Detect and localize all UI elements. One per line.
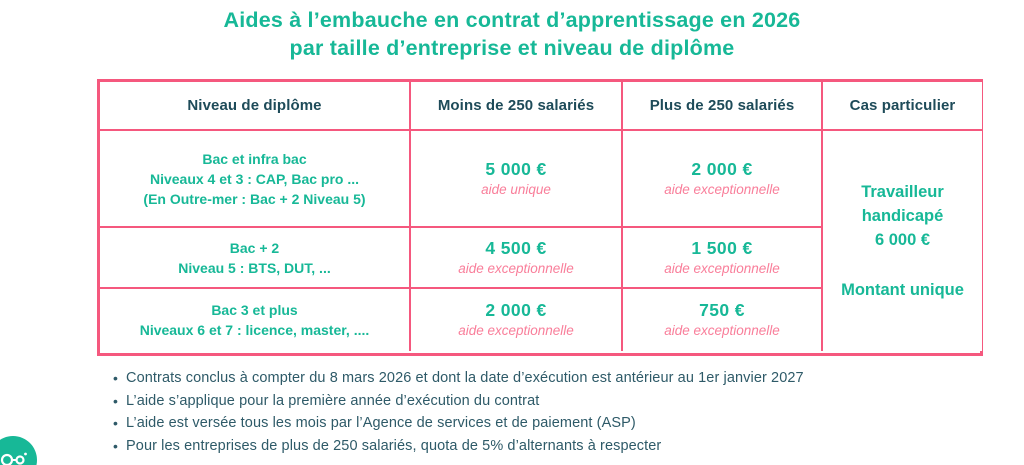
brand-logo-icon xyxy=(0,436,37,465)
aid-amount: 2 000 € xyxy=(485,300,547,320)
list-item: • L’aide est versée tous les mois par l’… xyxy=(113,412,973,435)
aid-table: Niveau de diplôme Moins de 250 salariés … xyxy=(97,79,983,356)
aid-type-note: aide exceptionnelle xyxy=(458,260,574,276)
bullet-icon: • xyxy=(113,437,119,454)
aid-amount: 2 000 € xyxy=(691,158,753,179)
special-case-line: Travailleur xyxy=(861,183,944,201)
special-case-amount: 6 000 € xyxy=(874,231,931,249)
footnote-text: L’aide est versée tous les mois par l’Ag… xyxy=(126,415,636,431)
diploma-line: Bac + 2 xyxy=(229,239,280,256)
table-header-special-case: Cas particulier xyxy=(823,82,982,131)
list-item: • L’aide s’applique pour la première ann… xyxy=(113,390,973,413)
aid-type-note: aide exceptionnelle xyxy=(664,181,780,197)
aid-type-note: aide exceptionnelle xyxy=(458,323,574,338)
page-subtitle: par taille d’entreprise et niveau de dip… xyxy=(289,36,735,60)
table-header-diploma: Niveau de diplôme xyxy=(100,82,411,131)
table-row-small-company-cell: 2 000 € aide exceptionnelle xyxy=(411,289,623,351)
footnote-text: Pour les entreprises de plus de 250 sala… xyxy=(126,437,662,454)
table-row-diploma-cell: Bac et infra bac Niveaux 4 et 3 : CAP, B… xyxy=(100,131,411,228)
footnotes-list: • Contrats conclus à compter du 8 mars 2… xyxy=(113,367,973,457)
diploma-line: Niveaux 4 et 3 : CAP, Bac pro ... xyxy=(149,170,360,187)
diploma-line: Niveau 5 : BTS, DUT, ... xyxy=(178,259,331,276)
table-row-small-company-cell: 5 000 € aide unique xyxy=(411,131,623,228)
list-item: • Contrats conclus à compter du 8 mars 2… xyxy=(113,367,973,390)
aid-amount: 4 500 € xyxy=(485,237,547,258)
bullet-icon: • xyxy=(113,415,119,431)
table-row-diploma-cell: Bac + 2 Niveau 5 : BTS, DUT, ... xyxy=(100,228,411,289)
diploma-line: Bac 3 et plus xyxy=(211,302,298,318)
table-row-small-company-cell: 4 500 € aide exceptionnelle xyxy=(411,228,623,289)
list-item: • Pour les entreprises de plus de 250 sa… xyxy=(113,435,973,458)
table-row-large-company-cell: 750 € aide exceptionnelle xyxy=(623,289,823,351)
diploma-line: Niveaux 6 et 7 : licence, master, .... xyxy=(139,322,370,338)
table-row-large-company-cell: 1 500 € aide exceptionnelle xyxy=(623,228,823,289)
special-case-cell: Travailleur handicapé 6 000 € Montant un… xyxy=(823,131,982,351)
table-header-large-company: Plus de 250 salariés xyxy=(623,82,823,131)
bullet-icon: • xyxy=(113,392,119,409)
special-case-line: Montant unique xyxy=(841,281,964,299)
table-row-large-company-cell: 2 000 € aide exceptionnelle xyxy=(623,131,823,228)
aid-amount: 1 500 € xyxy=(691,237,753,258)
table-row-diploma-cell: Bac 3 et plus Niveaux 6 et 7 : licence, … xyxy=(100,289,411,351)
bullet-icon: • xyxy=(113,370,119,386)
aid-type-note: aide unique xyxy=(481,181,551,197)
table-header-small-company: Moins de 250 salariés xyxy=(411,82,623,131)
title-block: Aides à l’embauche en contrat d’apprenti… xyxy=(0,6,1024,62)
aid-type-note: aide exceptionnelle xyxy=(664,323,780,338)
special-case-line: handicapé xyxy=(861,207,944,225)
aid-type-note: aide exceptionnelle xyxy=(664,260,780,276)
page-title: Aides à l’embauche en contrat d’apprenti… xyxy=(223,8,801,32)
diploma-line: (En Outre-mer : Bac + 2 Niveau 5) xyxy=(143,190,366,207)
diploma-line: Bac et infra bac xyxy=(202,150,307,167)
footnote-text: Contrats conclus à compter du 8 mars 202… xyxy=(126,370,804,386)
footnote-text: L’aide s’applique pour la première année… xyxy=(126,392,540,409)
aid-amount: 750 € xyxy=(699,300,745,320)
aid-amount: 5 000 € xyxy=(485,158,547,179)
glasses-icon xyxy=(0,452,27,465)
